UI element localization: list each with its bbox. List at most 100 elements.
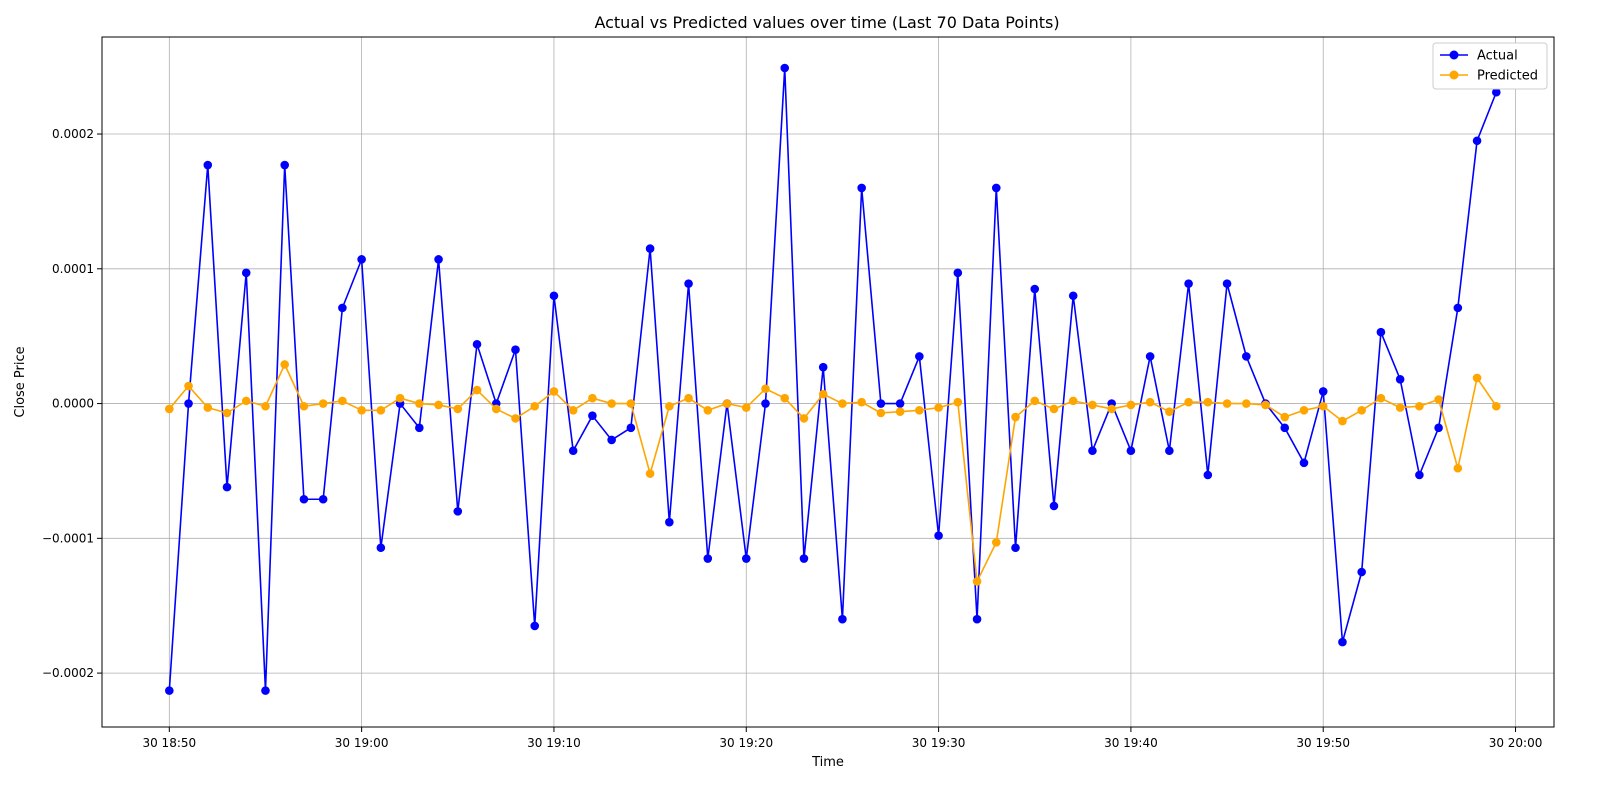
data-point-predicted <box>318 399 328 408</box>
data-point-predicted <box>741 403 751 412</box>
data-point-actual <box>953 268 963 278</box>
data-point-predicted <box>972 577 982 586</box>
data-point-predicted <box>1376 393 1386 403</box>
data-point-predicted <box>684 393 693 403</box>
chart-title: Actual vs Predicted values over time (La… <box>594 13 1059 32</box>
data-point-actual <box>1357 567 1366 577</box>
data-point-actual <box>338 303 347 313</box>
x-tick-label: 30 18:50 <box>142 736 196 750</box>
data-point-actual <box>1453 303 1463 313</box>
data-point-actual <box>415 423 424 433</box>
data-point-actual <box>1318 387 1328 396</box>
x-tick-label: 30 19:40 <box>1104 736 1158 750</box>
data-point-actual <box>1222 279 1232 288</box>
data-point-predicted <box>1472 373 1482 383</box>
data-point-actual <box>1338 637 1347 647</box>
data-point-predicted <box>1357 406 1366 415</box>
data-point-actual <box>472 339 482 349</box>
data-point-actual <box>741 554 751 563</box>
x-tick-label: 30 19:20 <box>719 736 773 750</box>
data-point-predicted <box>511 414 520 423</box>
data-point-actual <box>280 160 290 170</box>
data-point-actual <box>511 345 520 354</box>
data-point-predicted <box>1395 403 1405 412</box>
data-point-predicted <box>991 538 1001 547</box>
data-point-predicted <box>1068 396 1078 406</box>
data-point-actual <box>1241 352 1251 361</box>
data-point-actual <box>1376 327 1386 337</box>
legend-label-predicted: Predicted <box>1477 69 1538 84</box>
data-point-actual <box>376 543 386 553</box>
data-point-predicted <box>357 406 366 415</box>
series-layer <box>165 63 1501 695</box>
legend: Actual Predicted <box>1432 42 1548 90</box>
data-point-actual <box>1415 470 1424 480</box>
data-point-actual <box>838 614 847 624</box>
x-tick-label: 30 19:50 <box>1296 736 1350 750</box>
data-point-actual <box>1088 446 1097 456</box>
y-axis-label: Close Price <box>13 346 28 417</box>
data-point-actual <box>1203 470 1213 480</box>
data-point-actual <box>972 614 982 624</box>
data-point-predicted <box>222 408 232 418</box>
data-point-predicted <box>568 406 578 415</box>
data-point-actual <box>895 399 905 408</box>
data-point-actual <box>645 244 655 253</box>
x-tick-label: 30 19:30 <box>912 736 966 750</box>
data-point-predicted <box>1453 463 1463 473</box>
data-point-actual <box>780 63 790 73</box>
data-point-predicted <box>1145 397 1155 407</box>
data-point-predicted <box>1434 395 1443 404</box>
data-point-actual <box>876 399 886 408</box>
data-point-predicted <box>1126 400 1136 410</box>
data-point-actual <box>1280 423 1290 433</box>
y-tick-label: 0.0001 <box>52 262 94 276</box>
data-point-predicted <box>934 403 943 412</box>
data-point-actual <box>857 183 866 193</box>
data-point-actual <box>799 554 809 563</box>
data-point-predicted <box>1049 404 1059 414</box>
data-point-actual <box>1011 543 1020 553</box>
data-point-predicted <box>799 414 809 423</box>
data-point-predicted <box>665 401 674 411</box>
data-point-predicted <box>299 401 309 411</box>
y-tick-label: 0.0000 <box>52 397 94 411</box>
data-point-predicted <box>1011 412 1020 422</box>
x-tick-label: 30 19:10 <box>527 736 581 750</box>
data-point-predicted <box>1203 397 1213 407</box>
data-point-actual <box>241 268 251 278</box>
data-point-predicted <box>338 396 347 406</box>
data-point-predicted <box>165 404 174 414</box>
data-point-predicted <box>1030 396 1040 406</box>
data-point-actual <box>1434 423 1443 433</box>
data-point-actual <box>1184 279 1193 288</box>
data-point-predicted <box>549 387 559 396</box>
data-point-predicted <box>395 393 405 403</box>
data-point-actual <box>1299 458 1309 468</box>
data-point-actual <box>1395 375 1405 384</box>
data-point-predicted <box>607 399 616 408</box>
data-point-actual <box>530 621 540 631</box>
data-point-predicted <box>876 408 886 418</box>
data-point-actual <box>991 183 1001 193</box>
data-point-actual <box>453 507 463 516</box>
legend-marker-actual <box>1449 50 1459 60</box>
data-point-actual <box>222 482 232 492</box>
data-point-actual <box>549 291 559 301</box>
data-point-predicted <box>780 393 790 403</box>
y-tick-label: −0.0002 <box>42 666 94 680</box>
series-line-actual <box>168 67 1498 692</box>
data-point-predicted <box>203 403 213 412</box>
data-point-predicted <box>761 384 770 394</box>
series-predicted <box>165 360 1501 586</box>
x-axis-label: Time <box>811 755 844 770</box>
data-point-actual <box>684 279 693 288</box>
data-point-actual <box>1492 87 1501 97</box>
data-point-actual <box>665 517 674 527</box>
data-point-actual <box>1165 446 1174 456</box>
plot-frame <box>101 36 1555 728</box>
data-point-actual <box>434 255 443 264</box>
data-point-predicted <box>415 399 424 408</box>
